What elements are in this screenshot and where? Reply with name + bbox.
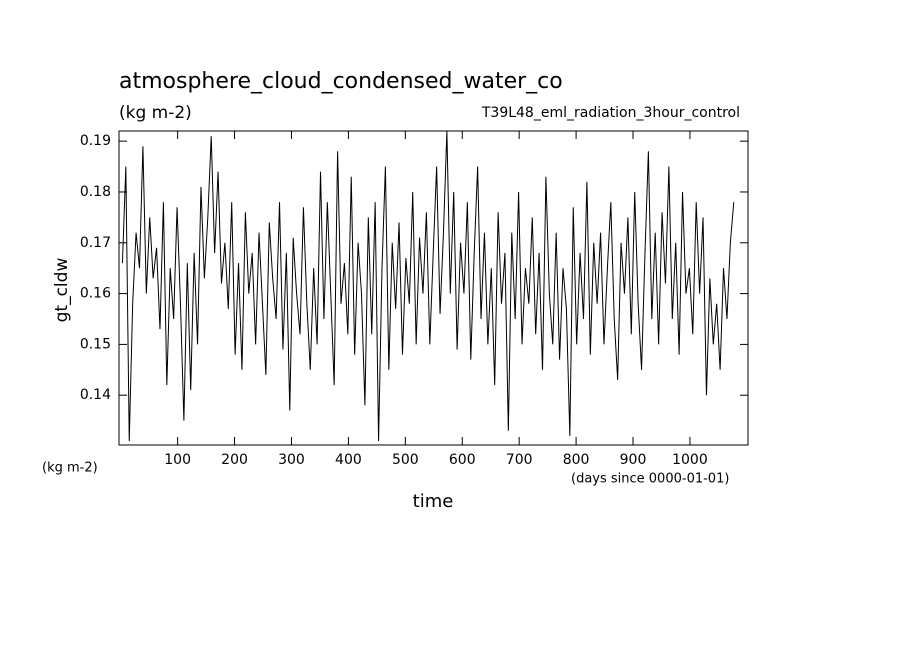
x-tick-label: 900 (620, 452, 647, 468)
chart-title: atmosphere_cloud_condensed_water_co (119, 69, 563, 94)
x-units: (days since 0000-01-01) (571, 472, 729, 487)
x-tick-label: 300 (278, 452, 305, 468)
x-tick-label: 700 (506, 452, 533, 468)
y-tick-label: 0.19 (80, 133, 111, 149)
x-tick-label: 600 (449, 452, 476, 468)
x-axis-label: time (413, 491, 454, 512)
plot-frame (118, 130, 749, 446)
x-tick-label: 500 (392, 452, 419, 468)
x-tick-label: 200 (221, 452, 248, 468)
y-tick-label: 0.15 (80, 336, 111, 352)
subtitle: (kg m-2) (119, 103, 192, 123)
data-line (121, 130, 735, 441)
y-tick-label: 0.17 (80, 235, 111, 251)
x-tick-label: 1000 (672, 452, 708, 468)
y-tick-label: 0.16 (80, 286, 111, 302)
x-tick-label: 400 (335, 452, 362, 468)
y-axis-label: gt_cldw (52, 258, 72, 323)
x-tick-label: 800 (563, 452, 590, 468)
y-tick-label: 0.18 (80, 184, 111, 200)
y-tick-label: 0.14 (80, 387, 111, 403)
x-tick-label: 100 (164, 452, 191, 468)
y-units: (kg m-2) (42, 461, 98, 476)
annotation: T39L48_eml_radiation_3hour_control (481, 105, 740, 121)
